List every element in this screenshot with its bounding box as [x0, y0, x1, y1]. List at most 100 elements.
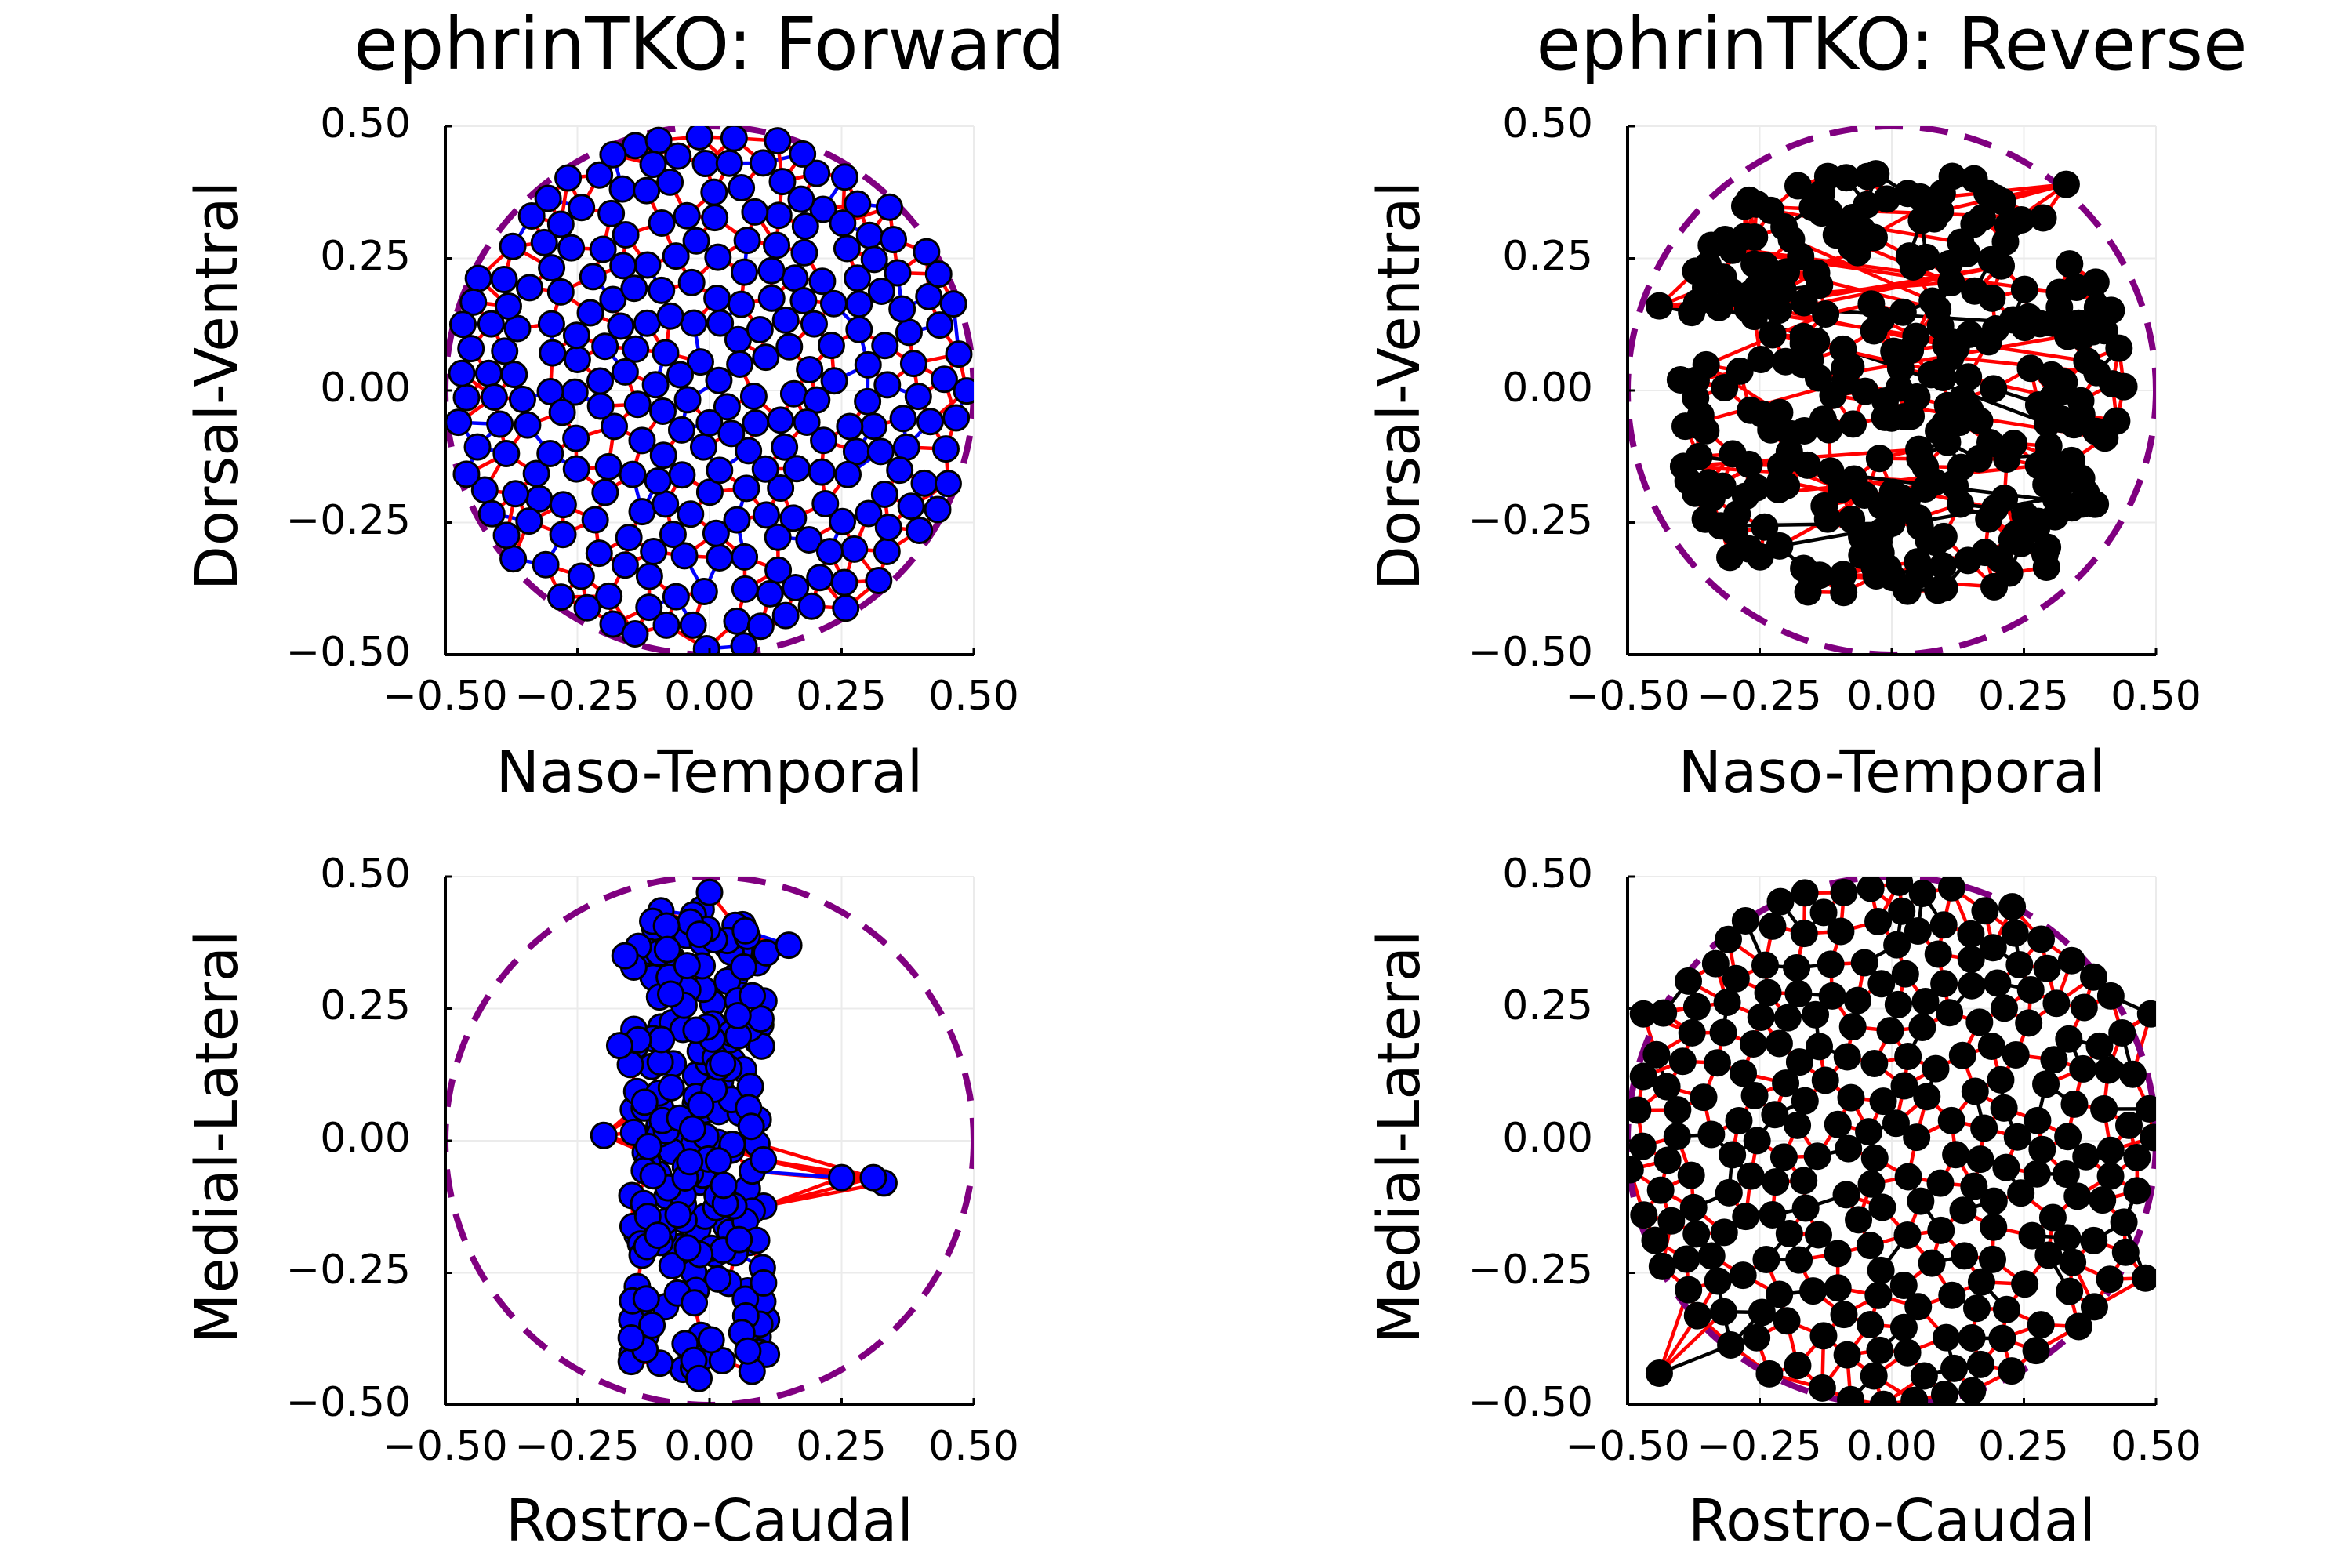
- y-tick-label: 0.50: [320, 100, 411, 147]
- data-point: [477, 499, 506, 528]
- data-point: [1641, 1226, 1669, 1254]
- data-point: [2015, 1009, 2043, 1037]
- data-point: [534, 184, 562, 212]
- x-tick-label: −0.50: [1565, 673, 1690, 720]
- x-axis-label: Rostro-Caudal: [1688, 1487, 2096, 1555]
- data-point: [1803, 1142, 1831, 1171]
- data-point: [679, 611, 707, 639]
- x-tick-label: −0.25: [1697, 1423, 1821, 1470]
- data-point: [1804, 1221, 1832, 1249]
- data-point: [1747, 345, 1775, 373]
- link-line: [763, 1176, 843, 1208]
- data-point: [549, 521, 577, 549]
- data-point: [597, 199, 626, 227]
- data-point: [562, 455, 590, 483]
- data-point: [2034, 392, 2062, 420]
- data-point: [1697, 1242, 1726, 1270]
- data-point: [686, 348, 714, 376]
- data-point: [499, 545, 528, 573]
- data-point: [630, 1088, 659, 1116]
- data-point: [1840, 465, 1868, 493]
- data-point: [2032, 470, 2060, 499]
- x-tick-label: 0.00: [664, 673, 755, 720]
- data-point: [653, 935, 681, 964]
- data-point: [609, 252, 637, 280]
- data-point: [664, 142, 692, 170]
- data-point: [723, 506, 751, 534]
- data-point: [1701, 949, 1730, 978]
- data-point: [448, 310, 477, 339]
- data-point: [644, 1221, 672, 1250]
- data-point: [1865, 445, 1893, 473]
- data-point: [1880, 337, 1908, 365]
- data-point: [803, 159, 831, 187]
- y-tick-labels: −0.50 −0.25 0.00 0.25 0.50: [1468, 100, 1593, 676]
- data-point: [517, 201, 546, 230]
- data-point: [2135, 1094, 2156, 1123]
- data-point: [752, 343, 780, 372]
- data-point: [2073, 482, 2101, 510]
- data-point: [499, 232, 527, 260]
- data-point: [695, 408, 724, 437]
- data-point: [1895, 242, 1923, 270]
- data-point: [2080, 963, 2108, 991]
- data-point: [870, 481, 898, 509]
- data-point: [729, 953, 757, 981]
- data-point: [1827, 917, 1855, 946]
- data-point: [1970, 1114, 1998, 1142]
- data-point: [2080, 1226, 2108, 1254]
- data-point: [1709, 1018, 1737, 1047]
- data-point: [2070, 993, 2098, 1022]
- data-point: [1769, 1143, 1798, 1171]
- data-point: [1936, 999, 1964, 1027]
- data-point: [1980, 1213, 2008, 1241]
- data-point: [845, 315, 873, 343]
- data-point: [2045, 278, 2074, 307]
- panel-forward-top: ephrinTKO: Forward Naso-Temporal Dorsal-…: [183, 2, 1065, 806]
- data-point: [771, 601, 800, 630]
- data-point: [1962, 1294, 1991, 1323]
- data-point: [1729, 1261, 1757, 1290]
- data-point: [1743, 474, 1771, 502]
- plot-area: [444, 875, 975, 1406]
- data-point: [915, 282, 943, 310]
- data-point: [817, 332, 845, 360]
- data-point: [537, 310, 565, 338]
- data-point: [514, 411, 542, 439]
- y-tick-label: 0.00: [320, 365, 411, 412]
- data-point: [1992, 1295, 2020, 1323]
- data-point: [1735, 450, 1763, 478]
- data-point: [866, 437, 895, 466]
- data-point: [2110, 372, 2138, 401]
- data-point: [648, 1025, 676, 1054]
- data-point: [1732, 1203, 1760, 1231]
- data-point: [1784, 1352, 1812, 1380]
- data-point: [662, 242, 690, 270]
- data-point: [757, 284, 786, 312]
- data-point: [734, 1337, 762, 1365]
- data-point: [562, 321, 590, 350]
- data-point: [1860, 1362, 1888, 1390]
- x-tick-label: 0.25: [796, 1423, 887, 1470]
- data-point: [931, 435, 960, 463]
- data-point: [1988, 187, 2016, 216]
- data-point: [746, 315, 774, 343]
- panel-reverse-bottom: Rostro-Caudal Medial-Lateral −0.50 −0.25…: [1366, 851, 2201, 1555]
- data-point: [554, 164, 583, 192]
- data-point: [867, 277, 895, 305]
- data-point: [1769, 276, 1797, 304]
- y-tick-label: 0.25: [1502, 233, 1593, 280]
- data-point: [605, 1032, 633, 1060]
- data-point: [1799, 1277, 1828, 1305]
- data-point: [1815, 416, 1843, 444]
- data-point: [1817, 457, 1845, 485]
- data-point: [1719, 1141, 1747, 1169]
- data-point: [1663, 1122, 1691, 1150]
- data-point: [1678, 1018, 1706, 1047]
- x-tick-label: 0.50: [928, 1423, 1019, 1470]
- data-point: [591, 478, 619, 506]
- plot-content: [445, 126, 974, 655]
- data-point: [1790, 554, 1818, 583]
- data-point: [617, 1323, 645, 1352]
- data-point: [2083, 293, 2111, 321]
